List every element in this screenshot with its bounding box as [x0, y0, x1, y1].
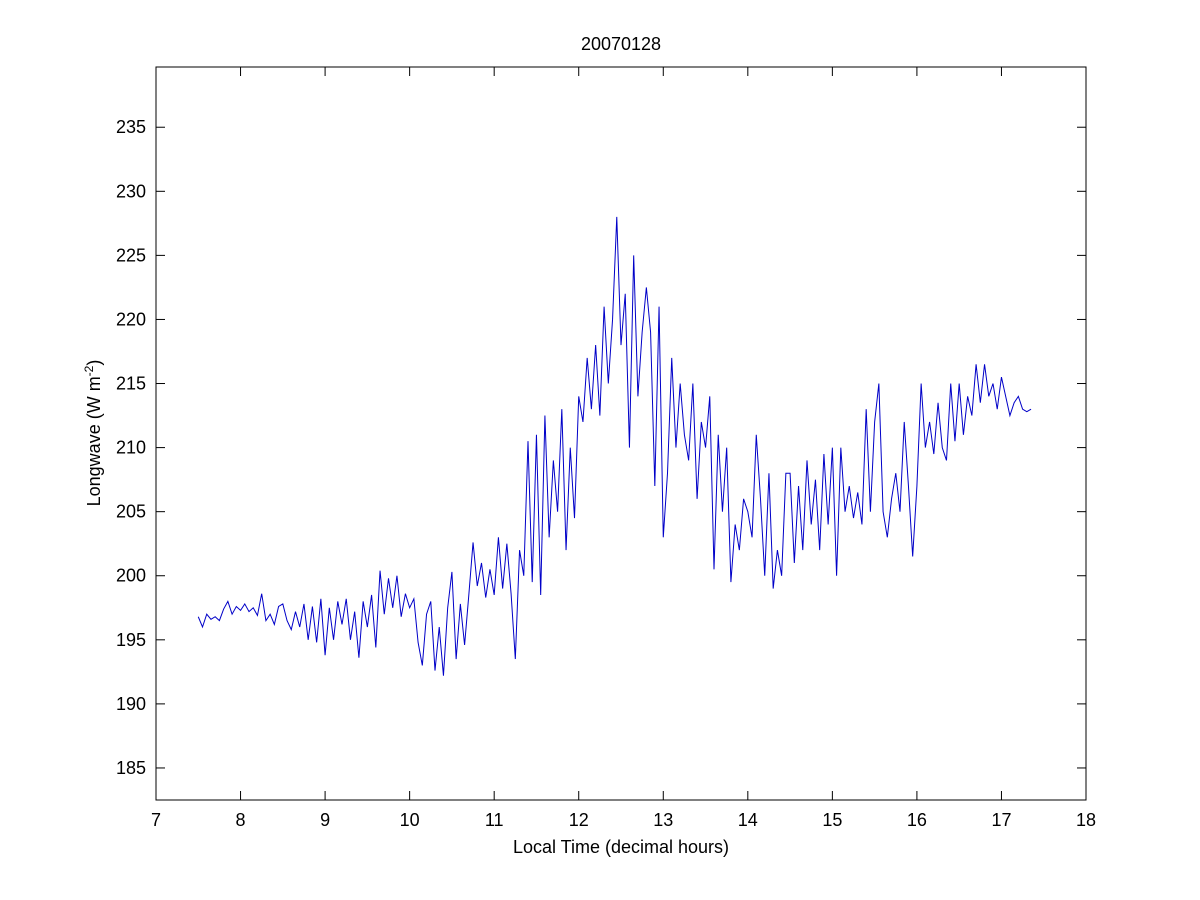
y-tick-label: 230 — [116, 181, 146, 201]
x-axis-label: Local Time (decimal hours) — [513, 837, 729, 857]
y-tick-label: 190 — [116, 694, 146, 714]
y-tick-label: 185 — [116, 758, 146, 778]
x-tick-label: 10 — [400, 810, 420, 830]
chart-title: 20070128 — [581, 34, 661, 54]
x-tick-label: 16 — [907, 810, 927, 830]
y-axis-label-sup: -2 — [82, 365, 96, 376]
x-tick-label: 9 — [320, 810, 330, 830]
y-tick-label: 200 — [116, 566, 146, 586]
x-tick-label: 8 — [236, 810, 246, 830]
y-tick-label: 215 — [116, 374, 146, 394]
x-tick-label: 18 — [1076, 810, 1096, 830]
x-tick-label: 12 — [569, 810, 589, 830]
y-axis-label-end: ) — [84, 360, 104, 366]
y-tick-label: 205 — [116, 502, 146, 522]
y-tick-label: 225 — [116, 245, 146, 265]
x-tick-label: 13 — [653, 810, 673, 830]
x-tick-label: 7 — [151, 810, 161, 830]
y-tick-label: 195 — [116, 630, 146, 650]
x-tick-label: 17 — [991, 810, 1011, 830]
plot-frame — [155, 66, 1087, 801]
data-line — [197, 216, 1032, 676]
x-tick-label: 11 — [485, 810, 504, 830]
x-tick-label: 14 — [738, 810, 758, 830]
y-tick-label: 210 — [116, 438, 146, 458]
y-axis-label-text: Longwave (W m — [84, 376, 104, 506]
y-axis-label: Longwave (W m-2) — [82, 360, 104, 507]
x-tick-label: 15 — [822, 810, 842, 830]
y-tick-label: 220 — [116, 309, 146, 329]
y-tick-label: 235 — [116, 117, 146, 137]
